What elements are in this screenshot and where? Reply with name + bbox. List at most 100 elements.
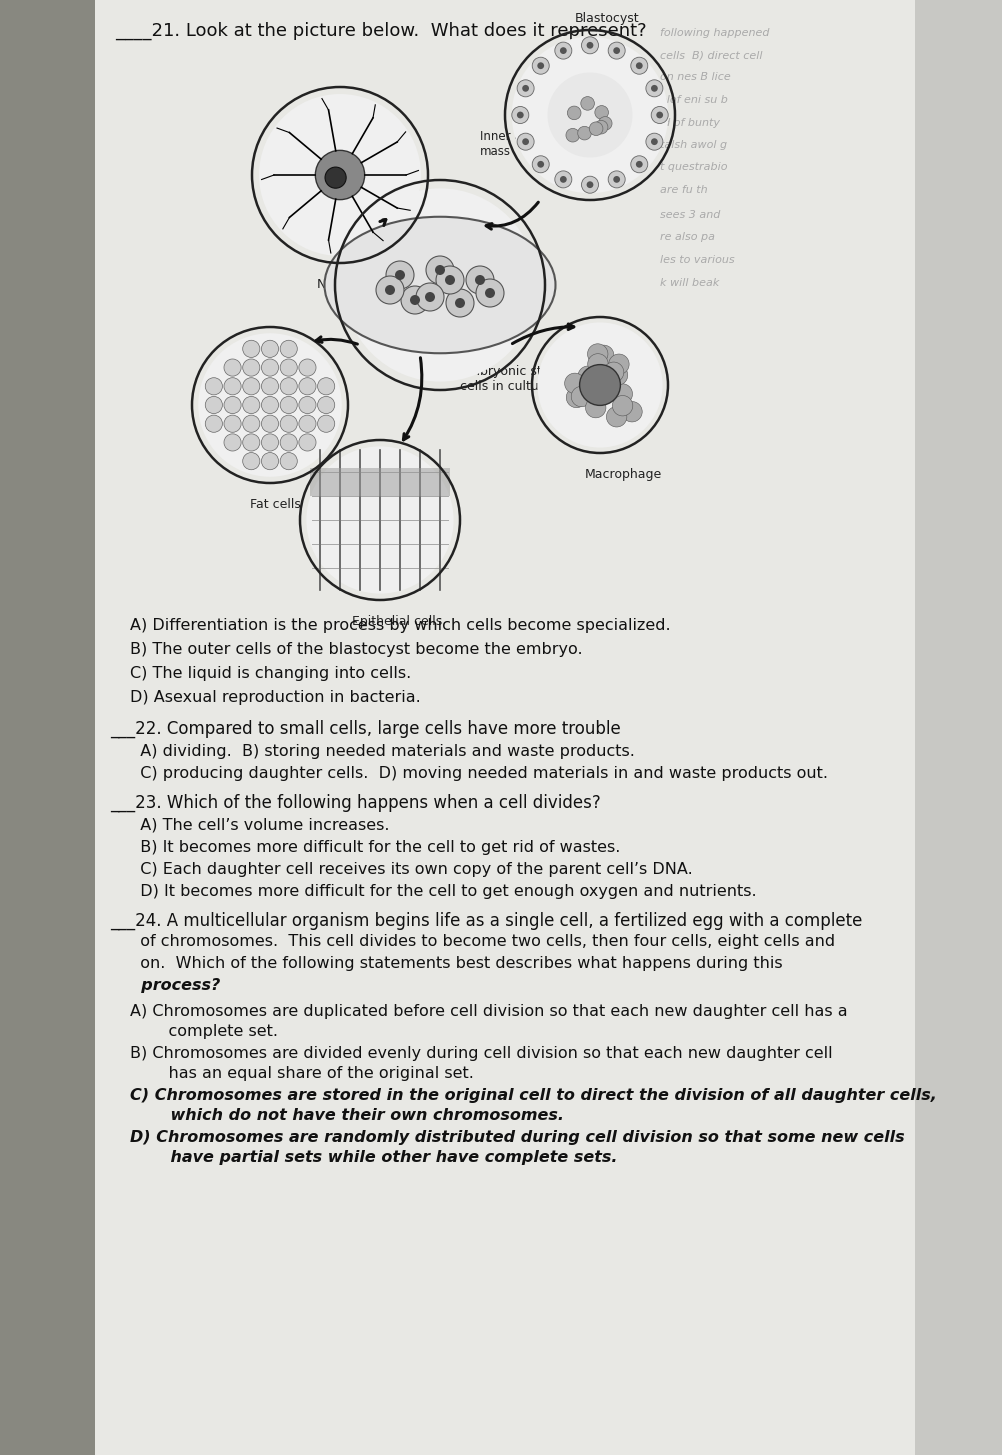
Text: id of bunty: id of bunty bbox=[660, 118, 720, 128]
Circle shape bbox=[224, 359, 241, 377]
Circle shape bbox=[325, 167, 346, 188]
Text: Embryonic stem
cells in culture: Embryonic stem cells in culture bbox=[460, 365, 562, 393]
FancyBboxPatch shape bbox=[310, 469, 451, 496]
Text: sees 3 and: sees 3 and bbox=[660, 210, 720, 220]
Circle shape bbox=[585, 397, 606, 418]
Circle shape bbox=[578, 127, 591, 140]
Circle shape bbox=[608, 170, 625, 188]
Circle shape bbox=[198, 333, 342, 477]
Circle shape bbox=[435, 265, 445, 275]
Text: has an equal share of the original set.: has an equal share of the original set. bbox=[148, 1067, 474, 1081]
Circle shape bbox=[242, 434, 260, 451]
Circle shape bbox=[281, 396, 298, 413]
Circle shape bbox=[587, 343, 608, 364]
Circle shape bbox=[532, 156, 549, 173]
Circle shape bbox=[262, 434, 279, 451]
Circle shape bbox=[242, 359, 260, 377]
Text: A) The cell’s volume increases.: A) The cell’s volume increases. bbox=[130, 818, 390, 834]
Text: A) Chromosomes are duplicated before cell division so that each new daughter cel: A) Chromosomes are duplicated before cel… bbox=[130, 1004, 848, 1018]
Circle shape bbox=[262, 415, 279, 432]
Circle shape bbox=[299, 396, 316, 413]
Circle shape bbox=[224, 415, 241, 432]
Text: C) Chromosomes are stored in the original cell to direct the division of all dau: C) Chromosomes are stored in the origina… bbox=[130, 1088, 937, 1103]
Circle shape bbox=[446, 290, 474, 317]
Text: process?: process? bbox=[130, 978, 220, 992]
Circle shape bbox=[607, 365, 627, 386]
Circle shape bbox=[445, 275, 455, 285]
Circle shape bbox=[281, 434, 298, 451]
Circle shape bbox=[262, 378, 279, 394]
Circle shape bbox=[636, 63, 642, 70]
Text: re also pa: re also pa bbox=[660, 231, 715, 242]
Text: C) The liquid is changing into cells.: C) The liquid is changing into cells. bbox=[130, 666, 411, 681]
Circle shape bbox=[426, 256, 454, 284]
Circle shape bbox=[586, 42, 593, 48]
Circle shape bbox=[586, 182, 593, 188]
Circle shape bbox=[636, 162, 642, 167]
Circle shape bbox=[318, 415, 335, 432]
Circle shape bbox=[386, 260, 414, 290]
Circle shape bbox=[631, 57, 647, 74]
Circle shape bbox=[581, 96, 594, 111]
Text: Epithelial cells: Epithelial cells bbox=[352, 615, 442, 629]
Text: of chromosomes.  This cell divides to become two cells, then four cells, eight c: of chromosomes. This cell divides to bec… bbox=[130, 934, 835, 949]
Text: B) It becomes more difficult for the cell to get rid of wastes.: B) It becomes more difficult for the cel… bbox=[130, 840, 620, 856]
Circle shape bbox=[571, 387, 591, 407]
Ellipse shape bbox=[325, 217, 555, 354]
Circle shape bbox=[262, 453, 279, 470]
Circle shape bbox=[588, 354, 608, 374]
Circle shape bbox=[656, 112, 663, 118]
Circle shape bbox=[318, 378, 335, 394]
Circle shape bbox=[344, 188, 537, 381]
Circle shape bbox=[612, 384, 632, 404]
Circle shape bbox=[517, 80, 534, 97]
Circle shape bbox=[376, 276, 404, 304]
FancyBboxPatch shape bbox=[0, 0, 95, 1455]
Circle shape bbox=[299, 415, 316, 432]
Circle shape bbox=[299, 434, 316, 451]
Circle shape bbox=[609, 354, 629, 374]
Text: ___23. Which of the following happens when a cell divides?: ___23. Which of the following happens wh… bbox=[110, 794, 601, 812]
Circle shape bbox=[205, 396, 222, 413]
Circle shape bbox=[537, 323, 662, 448]
Circle shape bbox=[224, 378, 241, 394]
Circle shape bbox=[242, 415, 260, 432]
Text: Neuron: Neuron bbox=[317, 278, 363, 291]
Circle shape bbox=[566, 387, 587, 407]
Circle shape bbox=[262, 340, 279, 358]
Text: ___24. A multicellular organism begins life as a single cell, a fertilized egg w: ___24. A multicellular organism begins l… bbox=[110, 912, 863, 930]
Text: A) Differentiation is the process by which cells become specialized.: A) Differentiation is the process by whi… bbox=[130, 618, 670, 633]
Text: t questrabio: t questrabio bbox=[660, 162, 727, 172]
Circle shape bbox=[401, 287, 429, 314]
Circle shape bbox=[579, 365, 620, 406]
Circle shape bbox=[205, 378, 222, 394]
Text: A) dividing.  B) storing needed materials and waste products.: A) dividing. B) storing needed materials… bbox=[130, 744, 635, 760]
Text: C) producing daughter cells.  D) moving needed materials in and waste products o: C) producing daughter cells. D) moving n… bbox=[130, 765, 828, 781]
Circle shape bbox=[205, 415, 222, 432]
Text: B) The outer cells of the blastocyst become the embryo.: B) The outer cells of the blastocyst bec… bbox=[130, 642, 582, 658]
Text: olof eni su b: olof eni su b bbox=[660, 95, 727, 105]
Circle shape bbox=[281, 359, 298, 377]
Circle shape bbox=[598, 116, 612, 129]
Circle shape bbox=[299, 359, 316, 377]
Text: k will beak: k will beak bbox=[660, 278, 719, 288]
Circle shape bbox=[608, 42, 625, 60]
Text: talsh awol g: talsh awol g bbox=[660, 140, 727, 150]
Circle shape bbox=[260, 95, 421, 256]
Circle shape bbox=[581, 36, 598, 54]
Circle shape bbox=[578, 367, 598, 387]
Circle shape bbox=[522, 138, 529, 146]
Circle shape bbox=[318, 396, 335, 413]
Circle shape bbox=[589, 122, 603, 135]
Circle shape bbox=[517, 112, 524, 118]
Text: D) It becomes more difficult for the cell to get enough oxygen and nutrients.: D) It becomes more difficult for the cel… bbox=[130, 885, 757, 899]
Circle shape bbox=[651, 106, 668, 124]
Circle shape bbox=[581, 176, 598, 194]
Circle shape bbox=[566, 128, 579, 143]
Circle shape bbox=[425, 292, 435, 303]
Circle shape bbox=[631, 156, 647, 173]
Circle shape bbox=[475, 275, 485, 285]
Text: les to various: les to various bbox=[660, 255, 734, 265]
Text: Blastocyst: Blastocyst bbox=[575, 12, 639, 25]
Circle shape bbox=[512, 36, 668, 194]
